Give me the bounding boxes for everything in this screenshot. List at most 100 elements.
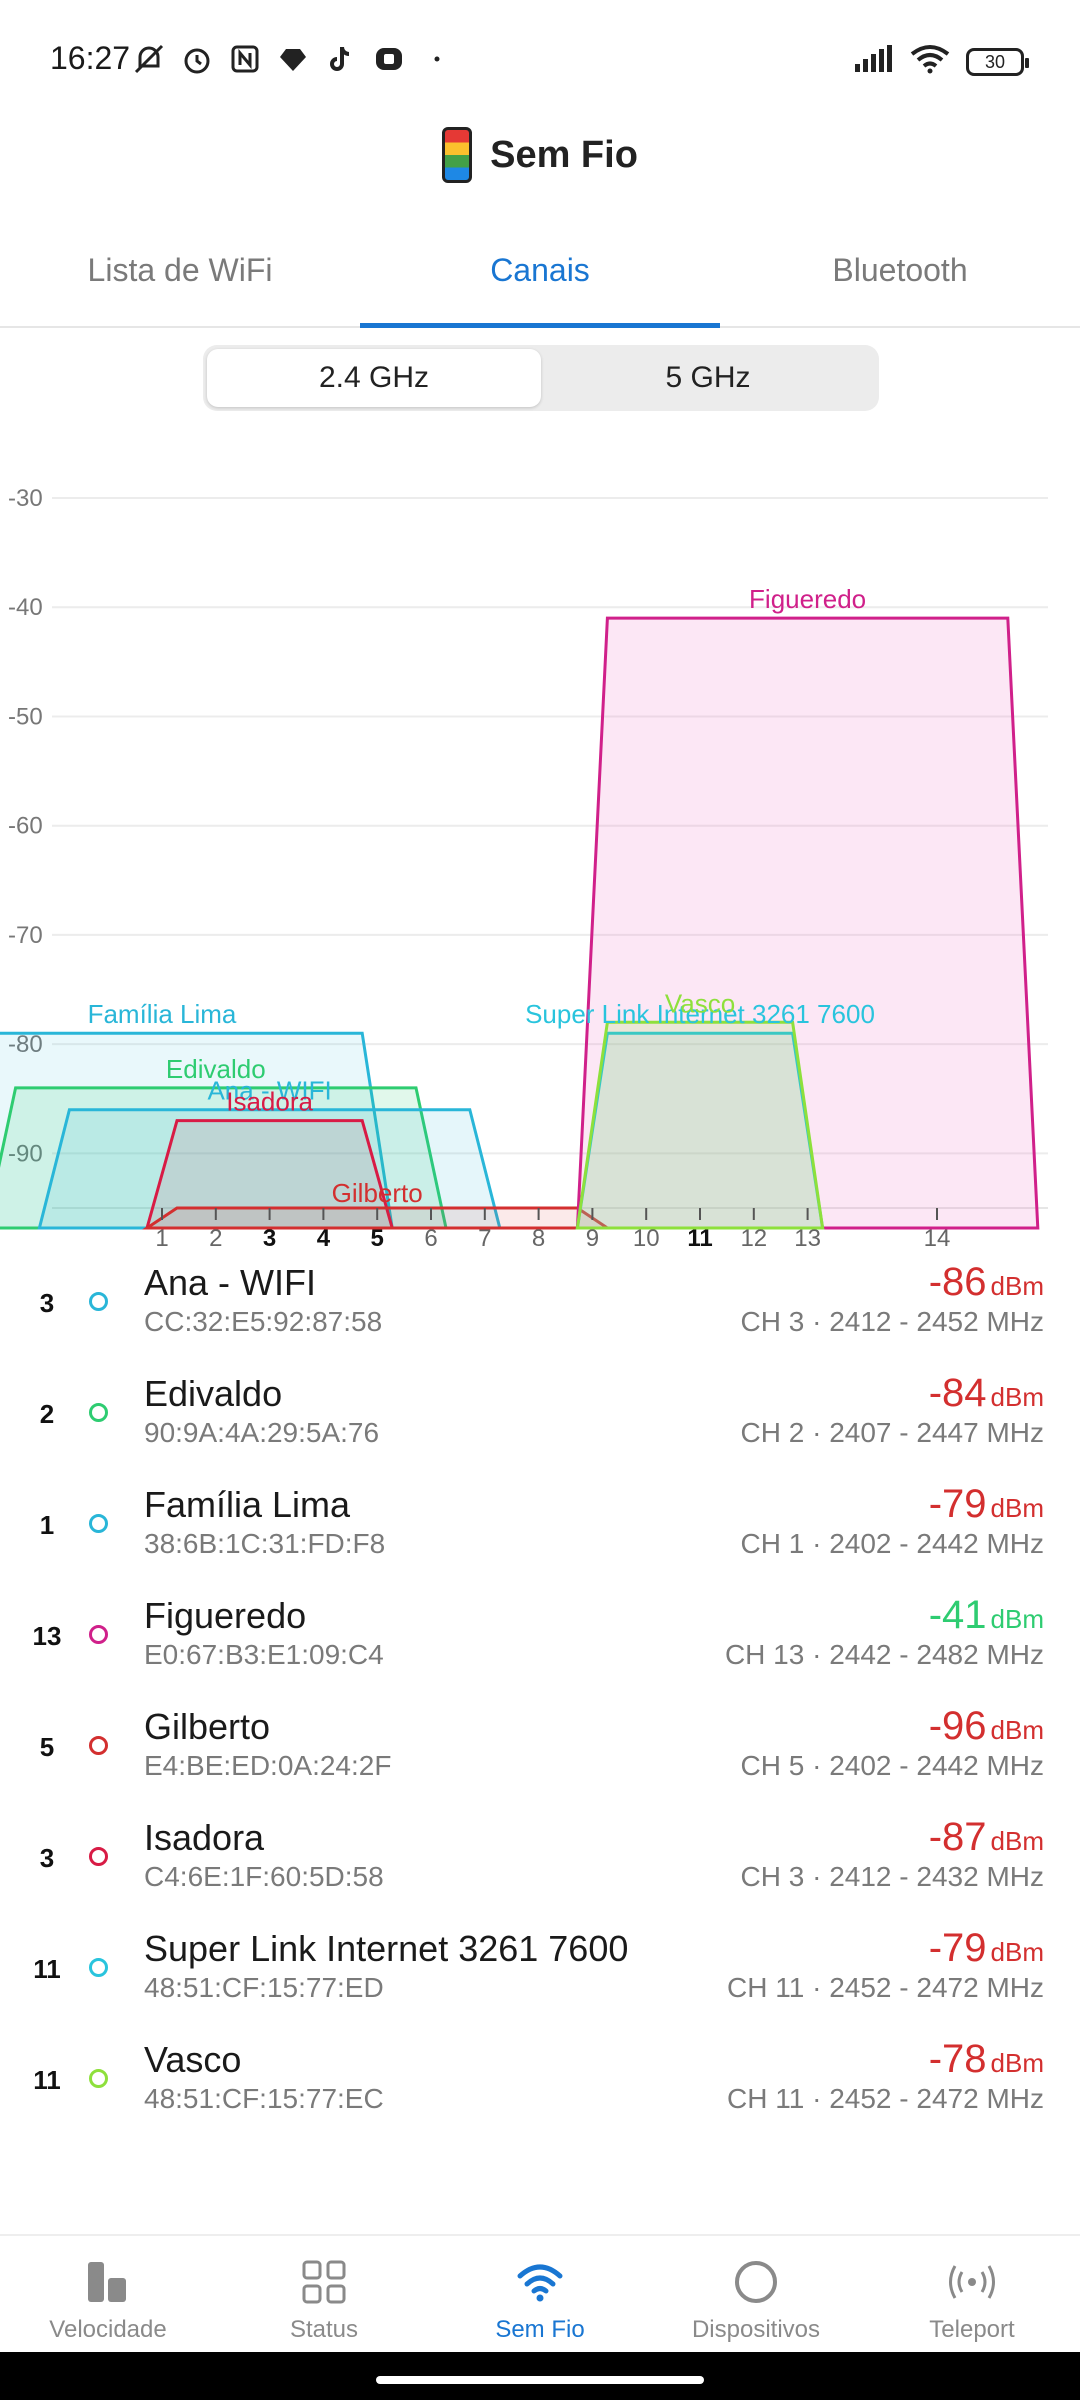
network-signal-value: -86 <box>928 1260 987 1304</box>
tab-channels[interactable]: Canais <box>360 230 720 328</box>
gesture-area <box>0 2352 1080 2400</box>
network-name: Figueredo <box>144 1595 307 1636</box>
heart-icon <box>276 42 310 76</box>
tab-bar: Lista de WiFi Canais Bluetooth <box>0 230 1080 328</box>
x-tick-label: 14 <box>924 1225 951 1252</box>
circle-icon <box>735 2261 777 2303</box>
band-toggle: 2.4 GHz 5 GHz <box>203 345 879 411</box>
network-signal-unit: dBm <box>990 1937 1044 1967</box>
network-channel-detail: CH 2 · 2407 - 2447 MHz <box>740 1417 1044 1448</box>
nfc-icon <box>228 42 262 76</box>
band-2-4ghz-button[interactable]: 2.4 GHz <box>207 349 541 407</box>
nav-speed[interactable]: Velocidade <box>0 2236 216 2352</box>
network-color-dot <box>89 1403 108 1422</box>
status-bar: 16:27 30 <box>0 0 1080 110</box>
network-mac: E4:BE:ED:0A:24:2F <box>144 1750 392 1781</box>
network-row[interactable]: 3 Isadora C4:6E:1F:60:5D:58 -87 dBm CH 3 · 24… <box>0 1815 1080 1928</box>
network-channel: 5 <box>39 1732 55 1762</box>
network-signal-unit: dBm <box>990 1493 1044 1523</box>
network-mac: 48:51:CF:15:77:ED <box>144 1972 384 2003</box>
network-signal: -87 dBm <box>929 1815 1044 1860</box>
network-row[interactable]: 13 Figueredo E0:67:B3:E1:09:C4 -41 dBm CH 13 … <box>0 1593 1080 1706</box>
notification-icons <box>132 42 454 76</box>
network-signal-value: -87 <box>928 1815 987 1859</box>
network-channel: 11 <box>33 2065 61 2095</box>
network-channel-detail: CH 1 · 2402 - 2442 MHz <box>740 1528 1044 1559</box>
network-name: Isadora <box>144 1817 265 1858</box>
y-tick-label: -90 <box>8 1140 43 1167</box>
bottom-nav: Velocidade Status Sem Fio Dispositivos T… <box>0 2234 1080 2352</box>
system-icons: 30 <box>854 44 1029 79</box>
network-label: Edivaldo <box>166 1054 266 1084</box>
y-tick-label: -60 <box>8 813 43 840</box>
network-trapezoid <box>575 1020 825 1230</box>
network-signal: -96 dBm <box>929 1704 1044 1749</box>
network-channel-detail: CH 13 · 2442 - 2482 MHz <box>724 1639 1044 1670</box>
status-time: 16:27 <box>50 40 131 76</box>
wifi-icon <box>517 2264 563 2302</box>
network-color-dot <box>89 2069 108 2088</box>
network-mac: 48:51:CF:15:77:EC <box>144 2083 384 2114</box>
x-tick-label: 2 <box>209 1225 222 1252</box>
network-channel: 1 <box>39 1510 55 1540</box>
network-mac: 38:6B:1C:31:FD:F8 <box>144 1528 386 1559</box>
network-name: Gilberto <box>144 1706 271 1747</box>
x-tick-label: 1 <box>155 1225 168 1252</box>
x-tick-label: 3 <box>263 1225 276 1252</box>
network-row[interactable]: 1 Família Lima 38:6B:1C:31:FD:F8 -79 dBm CH 1… <box>0 1482 1080 1595</box>
network-channel: 3 <box>39 1288 55 1318</box>
network-color-dot <box>89 1625 108 1644</box>
network-name: Vasco <box>144 2039 242 2080</box>
network-channel: 2 <box>39 1399 55 1429</box>
y-tick-label: -70 <box>8 922 43 949</box>
nav-teleport[interactable]: Teleport <box>864 2236 1080 2352</box>
network-name: Ana - WIFI <box>144 1262 317 1303</box>
network-row[interactable]: 11 Super Link Internet 3261 7600 48:51:CF:… <box>0 1926 1080 2039</box>
network-color-dot <box>89 1514 108 1533</box>
network-row[interactable]: 5 Gilberto E4:BE:ED:0A:24:2F -96 dBm CH 5 · 2… <box>0 1704 1080 1817</box>
network-signal-value: -41 <box>928 1593 987 1637</box>
network-channel-detail: CH 3 · 2412 - 2432 MHz <box>740 1861 1044 1892</box>
app-logo-icon <box>442 127 473 183</box>
network-channel-detail: CH 3 · 2412 - 2452 MHz <box>740 1306 1044 1337</box>
y-tick-label: -80 <box>8 1031 43 1058</box>
app-header: Sem Fio <box>0 120 1080 190</box>
network-signal-value: -79 <box>928 1482 987 1526</box>
nav-teleport-label: Teleport <box>929 2316 1015 2343</box>
battery-icon: 30 <box>966 47 1029 76</box>
tab-bluetooth[interactable]: Bluetooth <box>832 252 968 288</box>
network-channel: 11 <box>33 1954 61 1984</box>
x-tick-label: 10 <box>633 1225 660 1252</box>
network-list: 3 Ana - WIFI CC:32:E5:92:87:58 -86 dBm CH 3 ·… <box>0 1260 1080 2150</box>
x-tick-label: 13 <box>794 1225 821 1252</box>
nav-devices[interactable]: Dispositivos <box>648 2236 864 2352</box>
network-row[interactable]: 2 Edivaldo 90:9A:4A:29:5A:76 -84 dBm CH 2 · 2… <box>0 1371 1080 1484</box>
network-row[interactable]: 11 Vasco 48:51:CF:15:77:EC -78 dBm CH 11 · 24… <box>0 2037 1080 2150</box>
y-tick-label: -40 <box>8 594 43 621</box>
tab-wifi-list[interactable]: Lista de WiFi <box>87 252 273 288</box>
network-signal: -86 dBm <box>929 1260 1044 1305</box>
network-label: Figueredo <box>749 584 866 614</box>
signal-icon <box>854 44 894 79</box>
record-icon <box>372 42 406 76</box>
speed-bars-icon <box>88 2262 126 2302</box>
network-row[interactable]: 3 Ana - WIFI CC:32:E5:92:87:58 -86 dBm CH 3 ·… <box>0 1260 1080 1373</box>
tiktok-icon <box>324 42 358 76</box>
broadcast-icon <box>949 2265 995 2299</box>
channel-chart: -30 -40 -50 -60 -70 -80 -90 Família Lima Edivald… <box>0 470 1080 1260</box>
network-trapezoid <box>575 616 1040 1230</box>
nav-wireless[interactable]: Sem Fio <box>432 2236 648 2352</box>
nav-devices-label: Dispositivos <box>691 2316 821 2343</box>
x-tick-label: 11 <box>687 1225 712 1252</box>
network-mac: E0:67:B3:E1:09:C4 <box>144 1639 384 1670</box>
x-tick-label: 5 <box>371 1225 384 1252</box>
band-5ghz-button[interactable]: 5 GHz <box>665 361 751 394</box>
network-color-dot <box>89 1847 108 1866</box>
network-signal-unit: dBm <box>990 2048 1044 2078</box>
nav-status[interactable]: Status <box>216 2236 432 2352</box>
network-signal: -79 dBm <box>929 1926 1044 1971</box>
network-signal-unit: dBm <box>990 1604 1044 1634</box>
home-gesture-bar[interactable] <box>376 2376 704 2384</box>
network-channel-detail: CH 11 · 2452 - 2472 MHz <box>727 1972 1044 2003</box>
network-name: Super Link Internet 3261 7600 <box>144 1928 629 1969</box>
